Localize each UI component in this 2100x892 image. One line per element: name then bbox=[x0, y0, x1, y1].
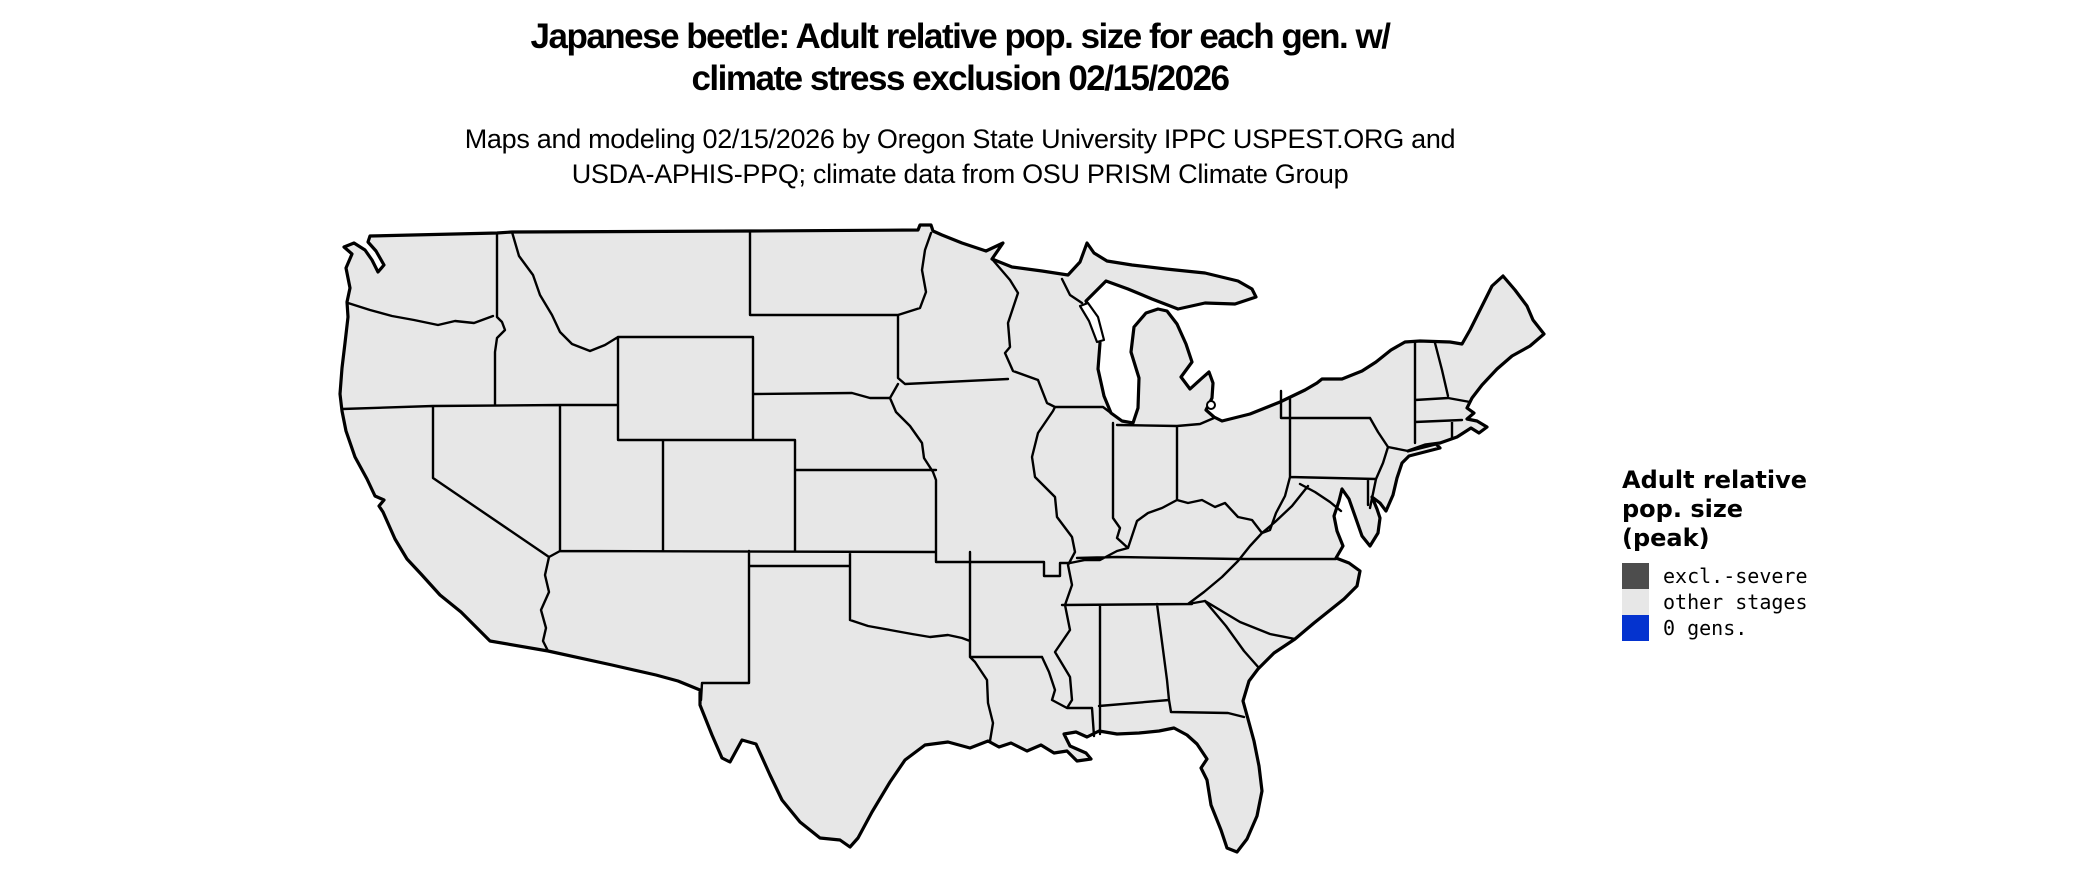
title-line-2: climate stress exclusion 02/15/2026 bbox=[691, 59, 1230, 98]
legend-title-line: pop. size bbox=[1622, 495, 1744, 523]
legend-item-zero-gens: 0 gens. bbox=[1622, 615, 1882, 641]
legend-swatch-zero-gens bbox=[1622, 615, 1649, 641]
legend-title-line: Adult relative bbox=[1622, 466, 1808, 494]
legend-label: 0 gens. bbox=[1663, 616, 1748, 640]
legend-swatch-excl-severe bbox=[1622, 563, 1649, 589]
subtitle: Maps and modeling 02/15/2026 by Oregon S… bbox=[0, 122, 1920, 192]
legend-swatch-other-stages bbox=[1622, 589, 1649, 615]
green-bay-water bbox=[1078, 301, 1106, 344]
page-title: Japanese beetle: Adult relative pop. siz… bbox=[0, 16, 1920, 100]
legend-items: excl.-severe other stages 0 gens. bbox=[1622, 563, 1882, 641]
legend-item-excl-severe: excl.-severe bbox=[1622, 563, 1882, 589]
legend-title: Adult relative pop. size (peak) bbox=[1622, 466, 1882, 553]
us-map bbox=[338, 223, 1546, 854]
legend-item-other-stages: other stages bbox=[1622, 589, 1882, 615]
subtitle-line-2: USDA-APHIS-PPQ; climate data from OSU PR… bbox=[571, 159, 1349, 189]
map-legend: Adult relative pop. size (peak) excl.-se… bbox=[1622, 466, 1882, 641]
us-map-container bbox=[330, 222, 1600, 892]
legend-title-line: (peak) bbox=[1622, 524, 1710, 552]
lake-st-clair bbox=[1206, 400, 1216, 410]
title-line-1: Japanese beetle: Adult relative pop. siz… bbox=[530, 17, 1391, 56]
legend-label: excl.-severe bbox=[1663, 564, 1808, 588]
subtitle-line-1: Maps and modeling 02/15/2026 by Oregon S… bbox=[464, 124, 1456, 154]
legend-label: other stages bbox=[1663, 590, 1808, 614]
state-borders bbox=[340, 229, 1472, 743]
us-landmass bbox=[338, 223, 1546, 854]
